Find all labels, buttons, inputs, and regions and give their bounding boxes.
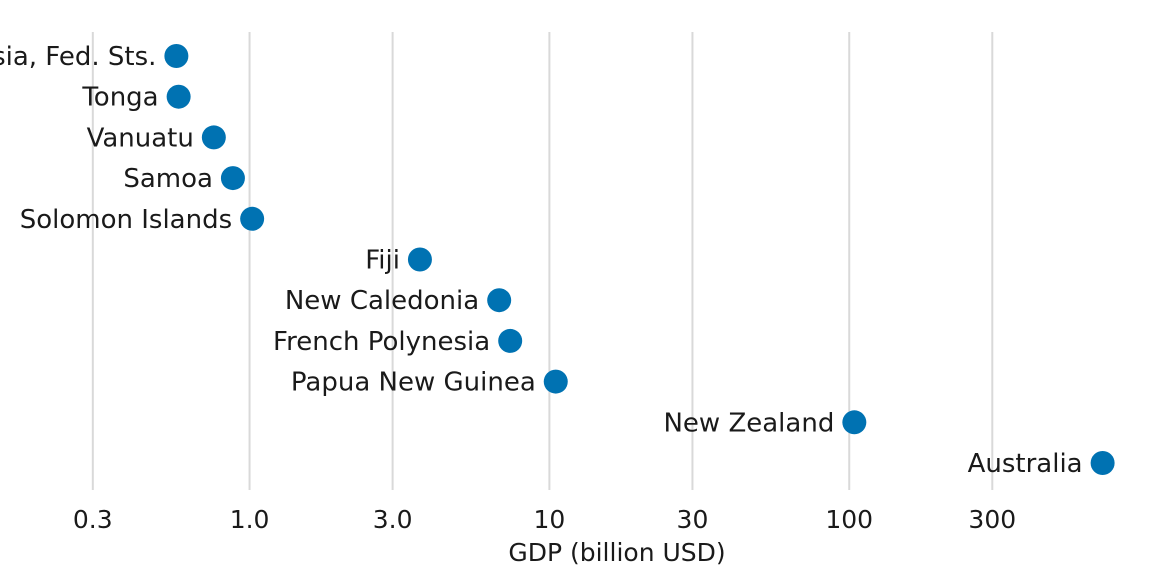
data-point-group: Solomon Islands (20, 205, 265, 235)
data-point-label: Vanuatu (87, 123, 194, 153)
x-tick-label: 30 (677, 505, 709, 534)
data-point-label: Tonga (81, 83, 158, 113)
data-point-label: Fiji (365, 246, 400, 276)
x-tick-label: 1.0 (230, 505, 270, 534)
data-point (498, 328, 523, 353)
data-point (1090, 451, 1115, 475)
data-point (201, 125, 226, 150)
data-point (240, 206, 265, 231)
data-point-group: Micronesia, Fed. Sts. (0, 42, 189, 72)
data-point-label: Papua New Guinea (291, 368, 536, 398)
data-point-group: Samoa (123, 164, 245, 194)
data-point-label: Australia (968, 449, 1083, 479)
data-point-group: New Caledonia (285, 286, 512, 316)
x-tick-label: 10 (533, 505, 565, 534)
x-axis-ticks: 0.3 1.0 3.0 10 30 100 300 (73, 505, 1016, 534)
data-point-group: Fiji (365, 246, 432, 276)
data-point (543, 369, 568, 394)
x-tick-label: 300 (968, 505, 1016, 534)
data-point (487, 288, 512, 313)
x-axis-title: GDP (billion USD) (508, 538, 725, 567)
data-point-group: Australia (968, 449, 1115, 479)
data-point-label: French Polynesia (273, 327, 490, 357)
data-point-label: Micronesia, Fed. Sts. (0, 42, 156, 72)
data-point-group: Vanuatu (87, 123, 226, 153)
grid-lines (91, 32, 994, 490)
data-point-label: Solomon Islands (20, 205, 232, 235)
data-point-label: New Zealand (663, 408, 834, 438)
data-point (407, 247, 432, 272)
data-point (842, 410, 867, 435)
data-point-group: Tonga (81, 83, 191, 113)
data-point (164, 44, 189, 68)
data-point (166, 84, 191, 109)
x-tick-label: 3.0 (373, 505, 413, 534)
data-point (220, 166, 245, 191)
x-tick-label: 100 (825, 505, 873, 534)
data-points: Micronesia, Fed. Sts. Tonga Vanuatu Samoa So… (0, 42, 1115, 479)
data-point-label: New Caledonia (285, 286, 479, 316)
data-point-label: Samoa (123, 164, 213, 194)
x-tick-label: 0.3 (73, 505, 113, 534)
data-point-group: New Zealand (663, 408, 867, 438)
data-point-group: Papua New Guinea (291, 368, 568, 398)
data-point-group: French Polynesia (273, 327, 523, 357)
